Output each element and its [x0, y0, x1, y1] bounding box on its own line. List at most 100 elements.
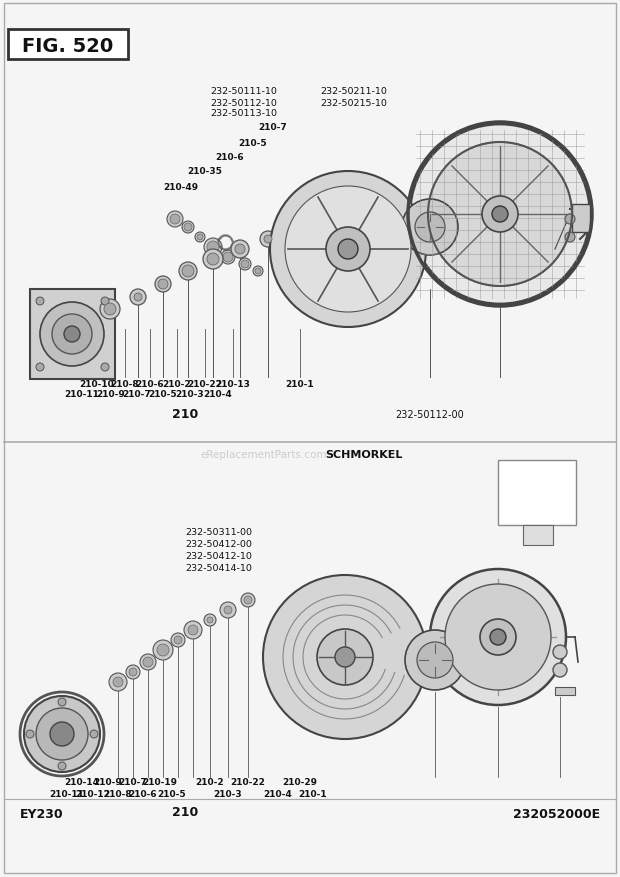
Circle shape [402, 200, 458, 256]
Circle shape [244, 596, 252, 604]
Text: 210-5: 210-5 [238, 139, 267, 147]
Circle shape [171, 633, 185, 647]
Circle shape [157, 645, 169, 656]
Circle shape [130, 289, 146, 306]
Bar [30, 289, 115, 380]
Text: 210-1: 210-1 [286, 380, 314, 389]
Circle shape [317, 630, 373, 685]
Text: FIG. 520: FIG. 520 [22, 38, 113, 56]
Circle shape [184, 621, 202, 639]
Circle shape [52, 315, 92, 354]
Text: 232-50414-10: 232-50414-10 [185, 564, 252, 573]
Circle shape [253, 267, 263, 276]
Circle shape [58, 698, 66, 706]
Circle shape [113, 677, 123, 688]
Circle shape [203, 250, 223, 270]
Circle shape [153, 640, 173, 660]
Circle shape [207, 242, 219, 253]
Circle shape [167, 211, 183, 228]
Text: SCHMORKEL: SCHMORKEL [325, 450, 402, 460]
Circle shape [207, 253, 219, 266]
Text: 210-6: 210-6 [129, 789, 157, 799]
Text: 210-1: 210-1 [299, 789, 327, 799]
Circle shape [326, 228, 370, 272]
Circle shape [36, 364, 44, 372]
Circle shape [285, 187, 411, 312]
Text: 210-22: 210-22 [188, 380, 223, 389]
Circle shape [255, 268, 261, 275]
Circle shape [109, 674, 127, 691]
Text: 210-9: 210-9 [94, 778, 122, 787]
Circle shape [90, 731, 98, 738]
Circle shape [553, 663, 567, 677]
Circle shape [417, 642, 453, 678]
Text: 210-13: 210-13 [216, 380, 250, 389]
Circle shape [207, 617, 213, 624]
Text: 232-50111-10: 232-50111-10 [210, 88, 277, 96]
Circle shape [405, 631, 465, 690]
Circle shape [195, 232, 205, 243]
Circle shape [430, 569, 566, 705]
Circle shape [553, 645, 567, 660]
Circle shape [221, 251, 235, 265]
Bar [498, 460, 576, 525]
Text: 210-3: 210-3 [214, 789, 242, 799]
Text: 210-2: 210-2 [162, 380, 192, 389]
Text: 210-3: 210-3 [175, 390, 205, 399]
Circle shape [182, 266, 194, 278]
Circle shape [50, 722, 74, 746]
Circle shape [143, 657, 153, 667]
Circle shape [104, 303, 116, 316]
Circle shape [174, 637, 182, 645]
Circle shape [410, 125, 590, 304]
Circle shape [126, 666, 140, 679]
Text: 210: 210 [172, 408, 198, 421]
Text: 210-7: 210-7 [118, 778, 148, 787]
Circle shape [490, 630, 506, 645]
Circle shape [101, 297, 109, 306]
Text: 210-10: 210-10 [79, 380, 114, 389]
Circle shape [158, 280, 168, 289]
Bar [555, 688, 575, 695]
Circle shape [235, 245, 245, 254]
Bar [572, 204, 590, 232]
Circle shape [480, 619, 516, 655]
Text: eReplacementParts.com: eReplacementParts.com [200, 450, 327, 460]
Circle shape [24, 696, 100, 772]
Circle shape [155, 276, 171, 293]
Text: 232-50112-00: 232-50112-00 [396, 410, 464, 419]
Circle shape [64, 326, 80, 343]
Text: 210-22: 210-22 [231, 778, 265, 787]
Circle shape [263, 575, 427, 739]
Circle shape [482, 196, 518, 232]
Circle shape [565, 232, 575, 243]
Circle shape [134, 294, 142, 302]
Circle shape [170, 215, 180, 225]
Text: 210-29: 210-29 [283, 778, 317, 787]
Text: EY230: EY230 [20, 808, 64, 821]
Circle shape [140, 654, 156, 670]
Text: 232-50215-10: 232-50215-10 [320, 98, 387, 107]
Circle shape [241, 594, 255, 607]
Circle shape [179, 263, 197, 281]
Text: 210-5: 210-5 [157, 789, 187, 799]
Text: 210-7: 210-7 [123, 390, 151, 399]
Circle shape [26, 731, 34, 738]
Circle shape [204, 614, 216, 626]
Text: 210-7: 210-7 [258, 124, 286, 132]
Circle shape [239, 259, 251, 271]
Circle shape [338, 239, 358, 260]
Text: 232-50412-10: 232-50412-10 [185, 552, 252, 561]
Circle shape [184, 224, 192, 232]
Circle shape [58, 762, 66, 770]
Text: 210-6: 210-6 [215, 153, 244, 161]
Circle shape [260, 232, 276, 247]
Text: 210-8: 210-8 [111, 380, 140, 389]
Circle shape [129, 668, 137, 676]
Text: 210-2: 210-2 [196, 778, 224, 787]
Text: 210-4: 210-4 [264, 789, 293, 799]
Text: 210-11: 210-11 [50, 789, 84, 799]
Text: 210-8: 210-8 [104, 789, 132, 799]
Circle shape [188, 625, 198, 635]
Circle shape [182, 222, 194, 234]
